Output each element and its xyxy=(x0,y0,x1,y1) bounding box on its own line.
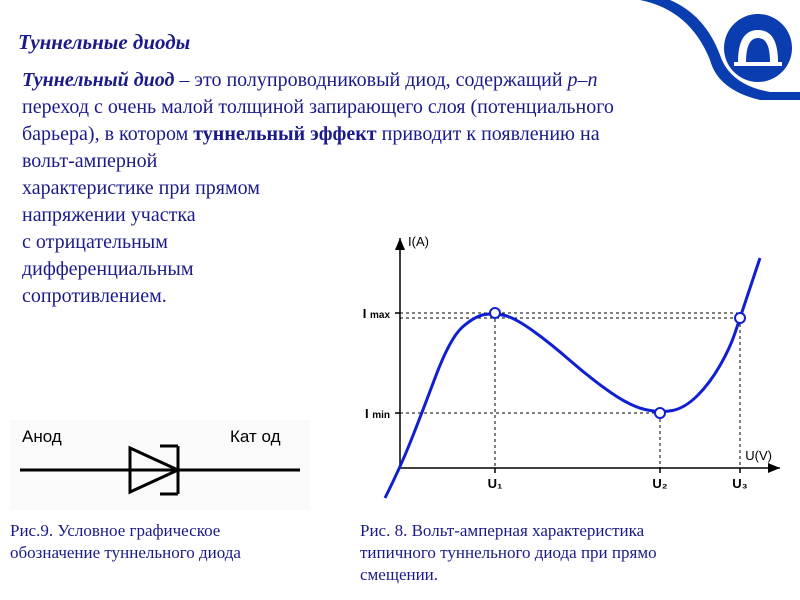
figure8-caption: Рис. 8. Вольт-амперная характеристика ти… xyxy=(360,520,657,586)
iv-chart: I(A) U(V) I max I min U₁ U₂ U₃ xyxy=(330,218,800,518)
logo-window-1 xyxy=(748,48,755,58)
y-ticks-group: I max I min xyxy=(363,306,400,421)
logo-svg xyxy=(640,0,800,110)
diode-symbol-svg: Анод Кат од xyxy=(10,420,310,510)
iv-curve xyxy=(385,258,760,498)
caption2-text: Рис. 8. Вольт-амперная характеристика ти… xyxy=(360,521,657,584)
logo-window-2 xyxy=(761,48,768,58)
cathode-label: Кат од xyxy=(230,427,281,446)
markers-group xyxy=(490,308,745,418)
logo-badge xyxy=(724,14,792,82)
svg-text:I min: I min xyxy=(365,406,390,421)
svg-text:U₁: U₁ xyxy=(488,476,503,491)
figure9-caption: Рис.9. Условное графическое обозначение … xyxy=(10,520,241,564)
title-text: Туннельные диоды xyxy=(18,30,190,54)
y-arrow xyxy=(395,238,405,250)
logo-base xyxy=(734,62,782,66)
x-axis-label: U(V) xyxy=(745,448,772,463)
svg-text:U₂: U₂ xyxy=(652,476,667,491)
caption1-text: Рис.9. Условное графическое обозначение … xyxy=(10,521,241,562)
def-left: характеристике при прямом напряжении уча… xyxy=(22,177,260,307)
def-part1: – это полупроводниковый диод, содержащий xyxy=(174,69,567,91)
axes-group: I(A) U(V) xyxy=(395,234,780,473)
x-arrow xyxy=(768,463,780,473)
svg-text:U₃: U₃ xyxy=(732,476,747,491)
svg-text:I max: I max xyxy=(363,306,391,321)
logo xyxy=(640,0,800,110)
x-ticks-group: U₁ U₂ U₃ xyxy=(488,468,748,491)
diode-symbol-figure: Анод Кат од xyxy=(10,420,310,510)
pn-junction: p–n xyxy=(568,69,598,91)
definition-continue: характеристике при прямом напряжении уча… xyxy=(0,175,310,310)
anode-label: Анод xyxy=(22,427,62,446)
effect-bold: туннельный эффект xyxy=(193,123,376,145)
grid-group xyxy=(400,313,740,468)
term-bold: Туннельный диод xyxy=(22,69,174,91)
iv-chart-svg: I(A) U(V) I max I min U₁ U₂ U₃ xyxy=(330,218,800,518)
y-axis-label: I(A) xyxy=(408,234,429,249)
